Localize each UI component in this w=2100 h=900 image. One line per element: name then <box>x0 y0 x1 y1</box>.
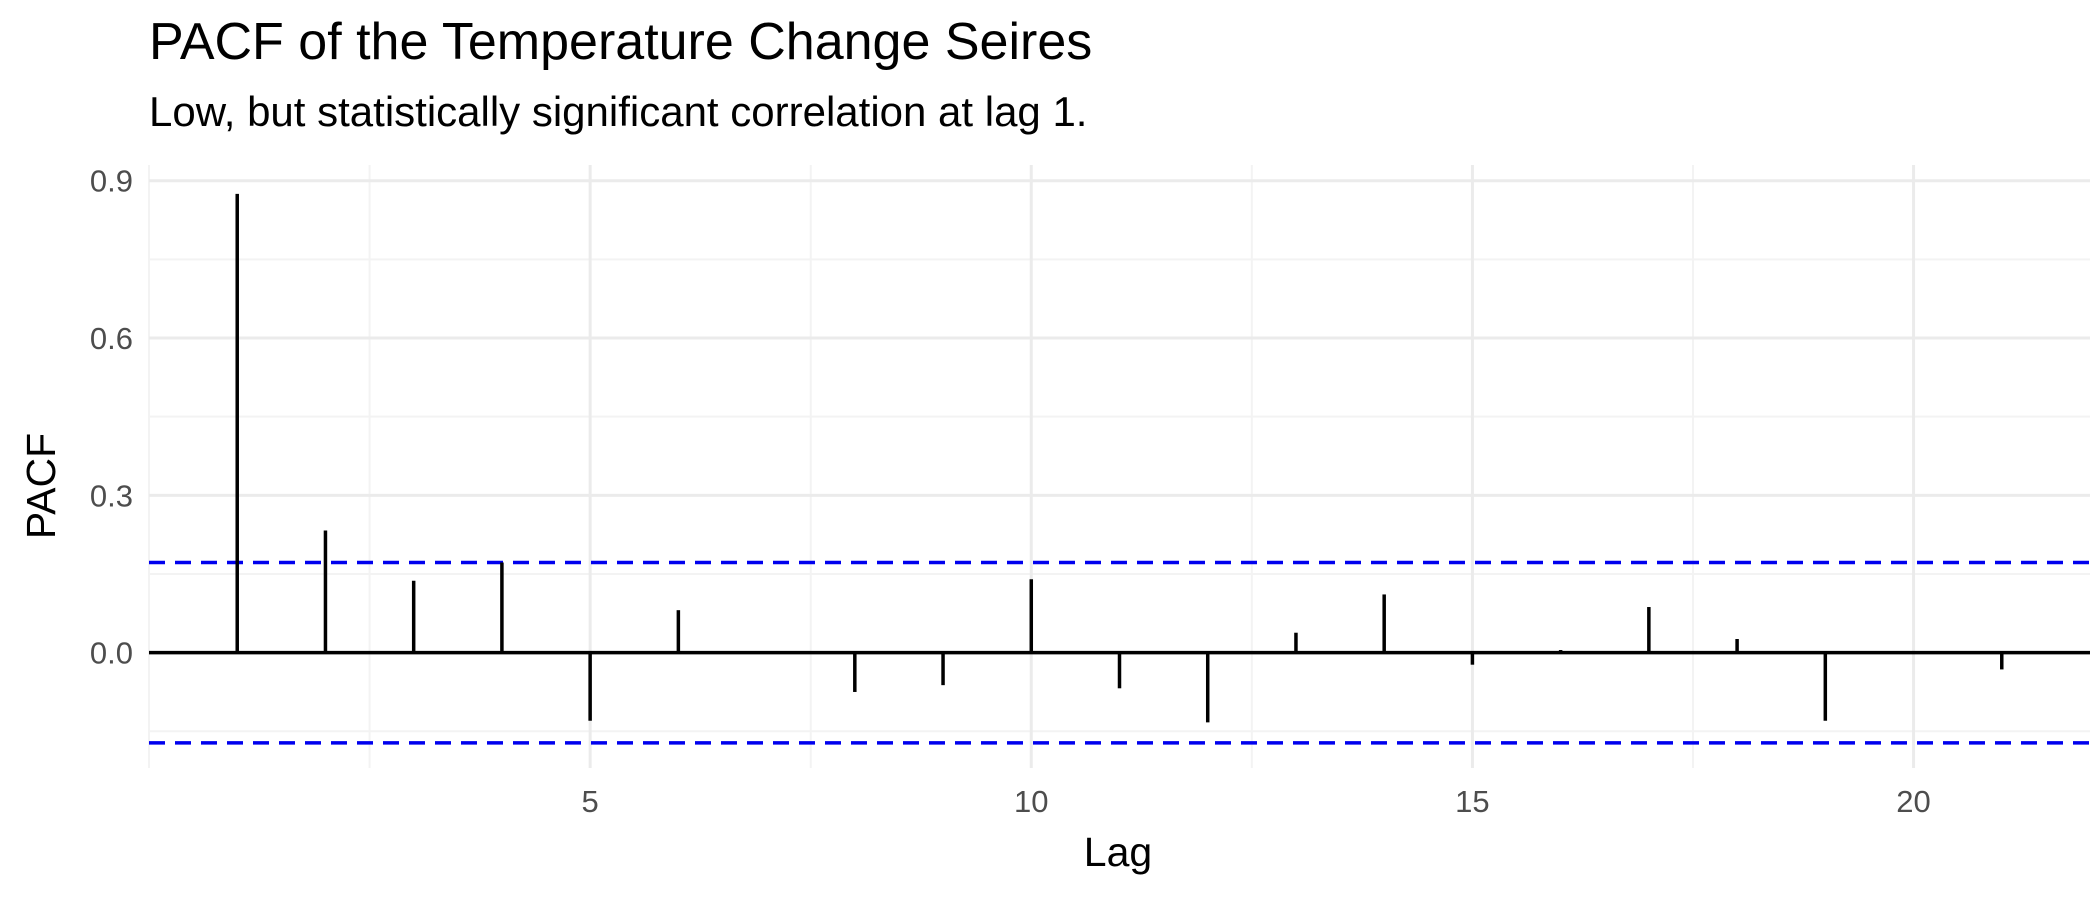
grid-lines <box>148 165 2090 768</box>
x-axis-title: Lag <box>1084 829 1152 875</box>
y-tick-label: 0.9 <box>90 164 133 199</box>
x-tick-label: 10 <box>1014 784 1048 819</box>
x-tick-label: 5 <box>582 784 599 819</box>
x-tick-label: 20 <box>1896 784 1930 819</box>
y-tick-label: 0.0 <box>90 636 133 671</box>
y-tick-label: 0.3 <box>90 478 133 513</box>
pacf-bars <box>235 193 2004 723</box>
y-tick-label: 0.6 <box>90 321 133 356</box>
chart-title: PACF of the Temperature Change Seires <box>149 13 1093 71</box>
x-tick-label: 15 <box>1455 784 1489 819</box>
tick-labels: 0.0 0.3 0.6 0.9 5 10 15 20 <box>90 164 1931 819</box>
confidence-bounds <box>149 560 2090 745</box>
chart-subtitle: Low, but statistically significant corre… <box>149 88 1088 135</box>
y-axis-title: PACF <box>18 433 64 539</box>
